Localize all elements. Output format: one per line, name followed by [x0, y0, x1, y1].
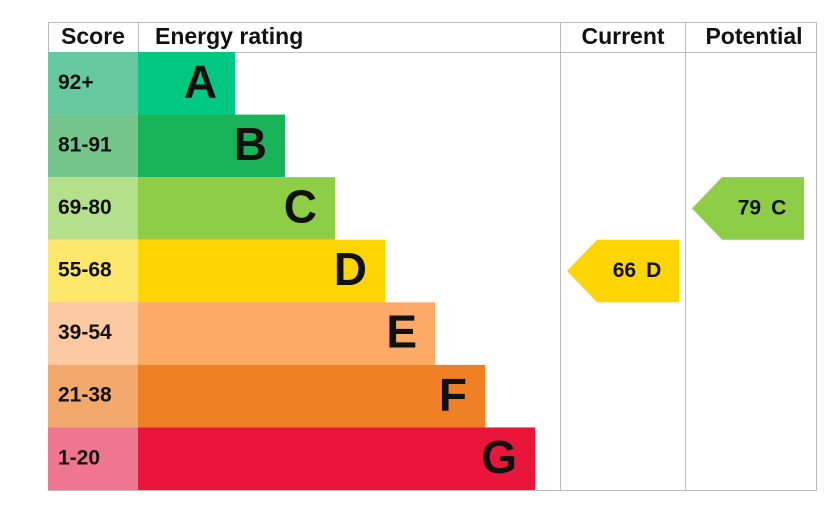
header-current: Current: [581, 23, 664, 49]
potential-arrow: [692, 177, 804, 240]
rating-bar: [138, 239, 385, 303]
score-label: 92+: [58, 71, 94, 94]
score-label: 55-68: [58, 259, 112, 282]
score-label: 21-38: [58, 384, 112, 407]
potential-value: 79: [738, 196, 761, 219]
rating-letter: G: [481, 431, 517, 483]
score-cell: [48, 114, 138, 178]
header-potential: Potential: [705, 23, 802, 49]
score-cell: [48, 364, 138, 428]
score-label: 81-91: [58, 133, 112, 156]
header-score: Score: [61, 23, 125, 49]
rating-bar: [138, 114, 285, 178]
current-value: 66: [613, 259, 636, 282]
rating-letter: E: [386, 306, 417, 358]
score-label: 39-54: [58, 321, 112, 344]
potential-letter: C: [771, 196, 786, 219]
rating-letter: F: [439, 368, 467, 420]
header-rating: Energy rating: [155, 23, 303, 49]
potential-label: 79 C: [738, 196, 787, 219]
score-cell: [48, 427, 138, 490]
score-cell: [48, 302, 138, 365]
current-letter: D: [646, 259, 661, 282]
rating-letter: C: [284, 181, 317, 233]
current-label: 66 D: [613, 259, 662, 282]
score-cell: [48, 52, 138, 115]
rating-letter: A: [184, 55, 217, 107]
rating-letter: D: [334, 243, 367, 295]
rating-bar: [138, 302, 435, 365]
score-cell: [48, 177, 138, 240]
rating-bar: [138, 177, 335, 240]
score-label: 1-20: [58, 446, 100, 469]
rating-bar: [138, 52, 235, 115]
rating-letter: B: [234, 118, 267, 170]
rating-bar: [138, 364, 485, 428]
score-label: 69-80: [58, 196, 112, 219]
score-cell: [48, 239, 138, 303]
current-arrow: [567, 239, 679, 303]
rating-bar: [138, 427, 535, 490]
